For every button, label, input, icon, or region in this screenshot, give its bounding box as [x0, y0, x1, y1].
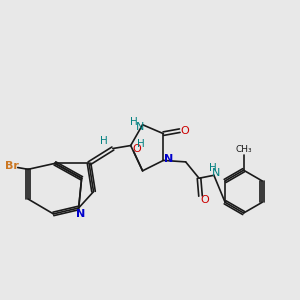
Text: N: N	[164, 154, 173, 164]
Text: Br: Br	[5, 161, 19, 171]
Text: O: O	[201, 195, 209, 205]
Text: N: N	[212, 168, 220, 178]
Text: N: N	[135, 122, 144, 132]
Text: CH₃: CH₃	[235, 145, 252, 154]
Text: O: O	[181, 126, 189, 136]
Text: O: O	[133, 143, 142, 154]
Text: H: H	[208, 163, 216, 173]
Text: H: H	[100, 136, 108, 146]
Text: N: N	[76, 209, 85, 220]
Text: H: H	[137, 139, 145, 149]
Text: H: H	[130, 117, 138, 128]
